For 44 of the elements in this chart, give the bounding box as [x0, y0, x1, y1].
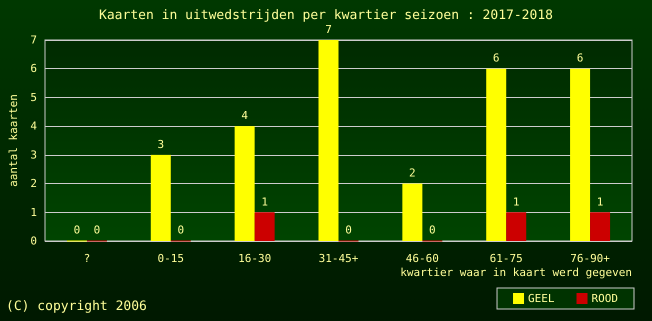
data-label: 7: [325, 23, 332, 36]
x-axis-title: kwartier waar in kaart werd gegeven: [400, 266, 632, 279]
legend-label: GEEL: [528, 292, 555, 305]
x-tick-label: 31-45+: [318, 252, 359, 265]
legend-label: ROOD: [592, 292, 618, 305]
x-tick-label: 0-15: [158, 252, 184, 265]
data-label: 0: [345, 224, 352, 236]
bar: [318, 40, 338, 241]
bar: [150, 154, 171, 241]
data-label: 3: [157, 138, 164, 151]
data-label: 1: [512, 195, 520, 208]
x-tick-label: 61-75: [490, 252, 523, 265]
bar: [254, 212, 275, 241]
data-label: 0: [94, 224, 100, 236]
data-label: 1: [596, 195, 604, 208]
bar: [234, 126, 255, 241]
x-tick-label: 46-60: [406, 252, 439, 265]
y-tick-label: 5: [30, 90, 37, 104]
x-tick-label: 76-90+: [570, 252, 610, 265]
bar: [590, 212, 610, 241]
data-label: 4: [241, 109, 248, 122]
bar: [486, 68, 506, 241]
y-tick-label: 2: [30, 177, 37, 190]
chart-title: Kaarten in uitwedstrijden per kwartier seizoen : 2017-2018: [99, 8, 553, 23]
y-tick-label: 7: [30, 34, 37, 46]
data-label: 1: [261, 195, 268, 208]
y-tick-label: 4: [30, 120, 38, 133]
text: (C) copyright 2006: [6, 299, 147, 314]
data-label: 6: [492, 52, 500, 65]
data-label: 0: [74, 224, 80, 236]
x-tick-label: 16-30: [238, 252, 272, 265]
data-label: 0: [429, 224, 436, 236]
x-tick-label: ?: [84, 252, 90, 265]
y-tick-label: 6: [30, 62, 37, 76]
bar: [570, 68, 590, 241]
y-tick-label: 0: [30, 234, 37, 248]
data-label: 0: [177, 224, 184, 236]
y-tick-label: 3: [30, 148, 37, 162]
bar: [506, 212, 526, 241]
data-label: 6: [576, 52, 584, 65]
bar: [402, 184, 422, 241]
y-tick-label: 1: [30, 206, 37, 219]
data-label: 2: [409, 166, 416, 180]
y-axis-title: aantal kaarten: [7, 94, 20, 187]
